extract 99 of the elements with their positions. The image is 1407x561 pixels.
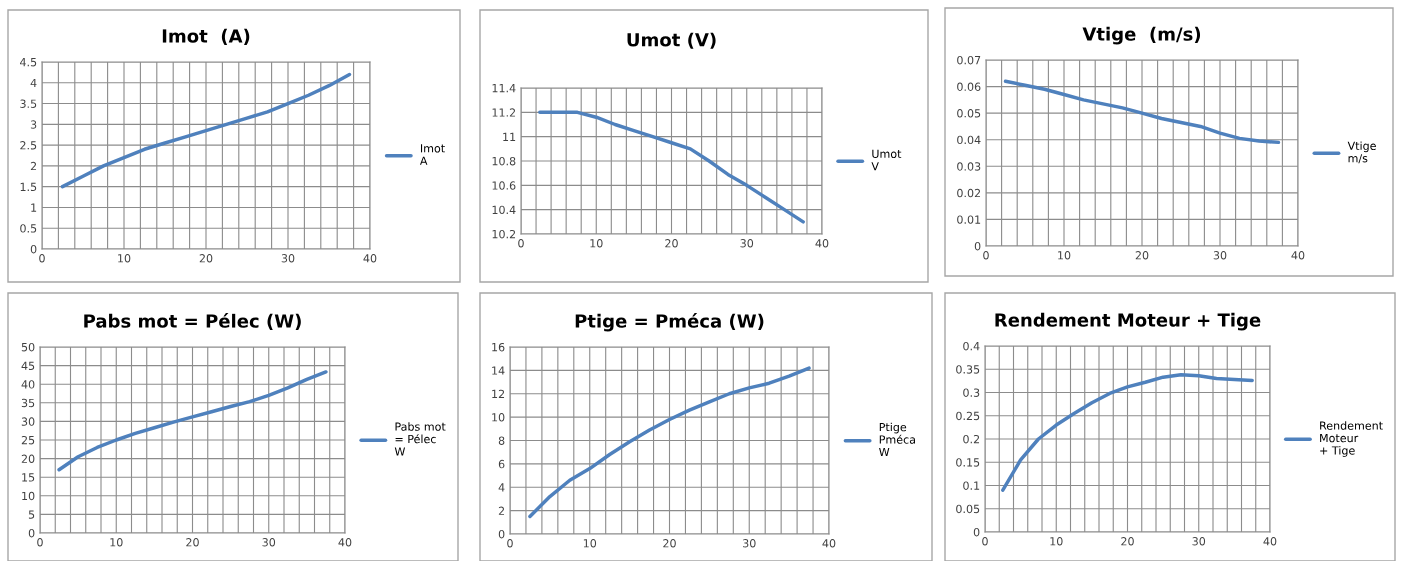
chart-title: Umot (V)	[627, 32, 716, 49]
x-tick-label: 0	[37, 538, 43, 547]
x-tick-label: 40	[815, 239, 829, 248]
x-tick-label: 10	[110, 538, 123, 547]
line-series	[1001, 373, 1254, 492]
y-tick-label: 10.6	[492, 181, 516, 190]
x-tick-label: 30	[740, 239, 754, 248]
y-tick-label: 0.25	[956, 411, 980, 421]
y-tick-label: 0.04	[957, 135, 981, 145]
legend-label: Umot V	[871, 149, 902, 171]
y-tick-label: 2	[30, 161, 37, 171]
y-tick-label: 2.5	[20, 141, 37, 150]
line-series	[538, 110, 805, 224]
x-tick-label: 40	[1291, 251, 1305, 260]
legend-label: Rendement Moteur + Tige	[1320, 421, 1383, 457]
y-tick-label: 35	[21, 398, 35, 408]
y-tick-label: 3	[30, 120, 37, 129]
x-tick-label: 10	[118, 254, 131, 263]
legend-label: Ptige Pméca W	[879, 422, 915, 457]
y-tick-label: 4	[30, 78, 37, 87]
y-tick-label: 6	[498, 459, 505, 469]
chart-title: Pabs mot = Pélec (W)	[84, 313, 301, 330]
y-tick-label: 0.2	[963, 434, 980, 444]
y-tick-label: 11	[503, 132, 516, 141]
y-tick-label: 3.5	[20, 99, 37, 108]
y-tick-label: 0.35	[956, 365, 980, 374]
y-tick-label: 0.3	[963, 388, 980, 397]
x-tick-label: 20	[1135, 251, 1149, 260]
line-series	[57, 370, 328, 472]
x-tick-label: 10	[1050, 537, 1063, 546]
y-tick-label: 15	[22, 473, 35, 482]
y-tick-label: 20	[21, 454, 35, 463]
x-tick-label: 40	[363, 254, 377, 263]
y-tick-label: 30	[21, 417, 35, 426]
chart-title: Rendement Moteur + Tige	[995, 312, 1261, 331]
x-tick-label: 40	[822, 539, 836, 548]
y-tick-label: 0	[973, 527, 980, 537]
x-tick-label: 10	[583, 539, 597, 548]
y-tick-label: 11.2	[492, 108, 516, 117]
legend-label: Imot A	[419, 144, 445, 165]
x-tick-label: 30	[743, 539, 756, 548]
y-tick-label: 0.07	[957, 55, 981, 65]
y-tick-label: 8	[498, 436, 505, 445]
x-tick-label: 40	[338, 538, 352, 547]
y-tick-label: 50	[21, 342, 35, 352]
x-tick-label: 0	[39, 254, 45, 263]
y-tick-label: 0.05	[956, 504, 980, 514]
y-tick-label: 0.5	[20, 224, 37, 233]
y-tick-label: 1	[31, 203, 37, 212]
y-tick-label: 10	[22, 491, 35, 501]
y-tick-label: 0.1	[963, 481, 980, 490]
y-tick-label: 10.8	[492, 156, 516, 166]
y-tick-label: 5	[28, 510, 35, 519]
y-tick-label: 0.03	[957, 162, 981, 171]
y-tick-label: 0.06	[957, 82, 981, 91]
x-tick-label: 10	[1058, 251, 1071, 260]
chart-title: Imot (A)	[162, 28, 250, 45]
legend-label: Pabs mot = Pélec W	[394, 422, 446, 456]
x-tick-label: 30	[1192, 537, 1206, 546]
y-tick-label: 10.2	[492, 229, 516, 239]
y-tick-label: 0.02	[957, 188, 981, 198]
x-tick-label: 20	[199, 254, 213, 263]
y-tick-label: 12	[492, 389, 505, 398]
x-tick-label: 0	[518, 239, 524, 248]
y-tick-label: 0.01	[957, 215, 981, 224]
x-tick-label: 0	[983, 251, 989, 260]
y-tick-label: 40	[21, 380, 35, 389]
y-tick-label: 14	[492, 366, 505, 375]
x-tick-label: 40	[1263, 537, 1277, 546]
y-tick-label: 16	[492, 342, 505, 352]
x-tick-label: 20	[1121, 537, 1134, 546]
line-series	[1003, 79, 1281, 145]
x-tick-label: 30	[281, 254, 295, 263]
x-tick-label: 30	[1213, 251, 1227, 260]
line-series	[60, 72, 352, 189]
x-tick-label: 20	[663, 539, 676, 548]
y-tick-label: 11.4	[492, 84, 516, 93]
x-tick-label: 20	[186, 538, 199, 547]
y-tick-label: 0.4	[963, 341, 980, 351]
x-tick-label: 0	[982, 537, 988, 546]
x-tick-label: 10	[590, 239, 603, 248]
y-tick-label: 4.5	[20, 58, 37, 67]
y-tick-label: 0	[28, 528, 35, 538]
chart-title: Ptige = Pméca (W)	[575, 313, 764, 332]
y-tick-label: 0.05	[957, 109, 981, 118]
y-tick-label: 4	[498, 483, 505, 492]
x-tick-label: 20	[665, 239, 678, 248]
y-tick-label: 45	[21, 361, 35, 370]
y-tick-label: 0	[498, 529, 505, 539]
y-tick-label: 25	[21, 435, 35, 445]
y-tick-label: 0.15	[956, 458, 980, 467]
x-tick-label: 30	[262, 538, 276, 547]
y-tick-label: 10	[492, 413, 505, 422]
y-tick-label: 1.5	[20, 182, 37, 192]
line-series	[528, 366, 811, 519]
legend-label: Vtige m/s	[1347, 141, 1376, 164]
chart-title: Vtige (m/s)	[1082, 26, 1201, 45]
y-tick-label: 2	[498, 506, 505, 515]
y-tick-label: 10.4	[492, 205, 516, 215]
